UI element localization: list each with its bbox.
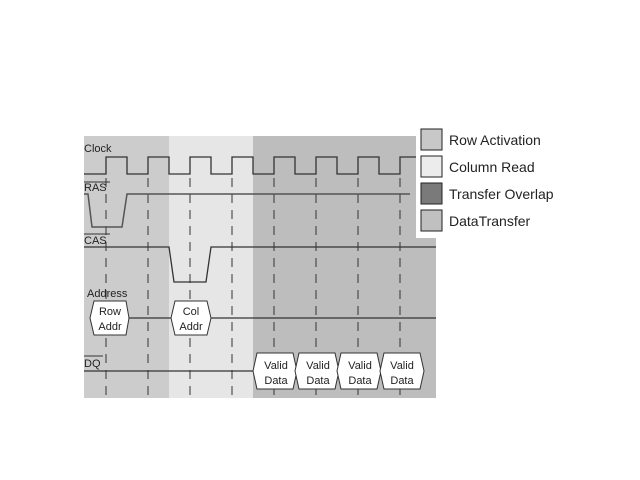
- legend-item-data-transfer: DataTransfer: [420, 209, 531, 232]
- ras-waveform: [84, 193, 410, 228]
- valid-data-3-line2: Data: [348, 375, 372, 387]
- legend-label-row-activation: Row Activation: [449, 132, 541, 148]
- valid-data-2-line2: Data: [306, 375, 330, 387]
- legend-swatch-row-activation: [420, 128, 443, 151]
- legend: Row Activation Column Read Transfer Over…: [416, 124, 576, 238]
- col-addr-line1: Col: [183, 306, 200, 318]
- valid-data-box-2: Valid Data: [294, 352, 340, 390]
- row-addr-line1: Row: [99, 306, 121, 318]
- cas-waveform: [84, 246, 436, 283]
- legend-swatch-column-read: [420, 155, 443, 178]
- valid-data-3-line1: Valid: [348, 360, 372, 372]
- legend-swatch-data-transfer: [420, 209, 443, 232]
- ras-label: RAS: [84, 182, 107, 194]
- column-read-band: [169, 136, 253, 398]
- dq-label: DQ: [84, 358, 101, 370]
- valid-data-4-line2: Data: [390, 375, 414, 387]
- valid-data-1-line1: Valid: [264, 360, 288, 372]
- col-addr-line2: Addr: [179, 321, 203, 333]
- address-label: Address: [87, 288, 128, 300]
- legend-item-transfer-overlap: Transfer Overlap: [420, 182, 554, 205]
- valid-data-2-line1: Valid: [306, 360, 330, 372]
- row-addr-line2: Addr: [98, 321, 122, 333]
- row-activation-band: [84, 136, 169, 398]
- legend-item-row-activation: Row Activation: [420, 128, 541, 151]
- valid-data-box-3: Valid Data: [336, 352, 382, 390]
- valid-data-4-line1: Valid: [390, 360, 414, 372]
- cas-label: CAS: [84, 235, 107, 247]
- legend-swatch-transfer-overlap: [420, 182, 443, 205]
- legend-label-transfer-overlap: Transfer Overlap: [449, 186, 554, 202]
- valid-data-1-line2: Data: [264, 375, 288, 387]
- clock-label: Clock: [84, 143, 112, 155]
- row-addr-box: Row Addr: [89, 300, 130, 336]
- col-addr-box: Col Addr: [170, 300, 212, 336]
- legend-label-column-read: Column Read: [449, 159, 535, 175]
- clock-waveform: [84, 156, 436, 175]
- valid-data-box-1: Valid Data: [252, 352, 298, 390]
- legend-background: [416, 124, 576, 238]
- legend-item-column-read: Column Read: [420, 155, 535, 178]
- legend-label-data-transfer: DataTransfer: [449, 213, 531, 229]
- valid-data-box-4: Valid Data: [379, 352, 425, 390]
